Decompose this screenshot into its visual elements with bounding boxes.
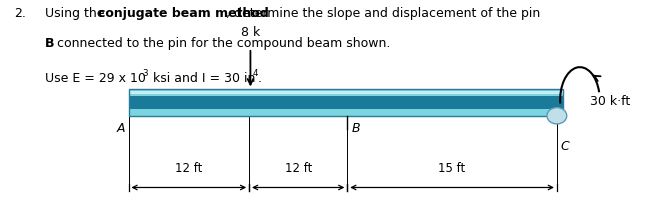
Text: 8 k: 8 k <box>241 26 260 39</box>
Text: ksi and I = 30 in: ksi and I = 30 in <box>149 72 255 85</box>
Text: B: B <box>45 37 54 50</box>
Ellipse shape <box>547 108 567 124</box>
Bar <box>129 91 563 94</box>
Text: 12 ft: 12 ft <box>285 162 312 175</box>
Text: .: . <box>258 72 262 85</box>
Bar <box>129 89 563 116</box>
Text: 3: 3 <box>142 69 148 78</box>
Text: conjugate beam method: conjugate beam method <box>98 7 269 20</box>
Text: 15 ft: 15 ft <box>438 162 466 175</box>
Text: connected to the pin for the compound beam shown.: connected to the pin for the compound be… <box>53 37 391 50</box>
Text: Use E = 29 x 10: Use E = 29 x 10 <box>45 72 146 85</box>
Text: A: A <box>117 122 125 135</box>
Bar <box>129 96 563 109</box>
Text: 4: 4 <box>252 69 258 78</box>
Text: 2.: 2. <box>14 7 26 20</box>
Text: B: B <box>352 122 360 135</box>
Text: , determine the slope and displacement of the pin: , determine the slope and displacement o… <box>226 7 540 20</box>
Bar <box>129 89 563 116</box>
Text: C: C <box>560 140 569 153</box>
Text: Using the: Using the <box>45 7 108 20</box>
Text: 30 k·ft: 30 k·ft <box>590 95 630 108</box>
Text: 12 ft: 12 ft <box>175 162 202 175</box>
